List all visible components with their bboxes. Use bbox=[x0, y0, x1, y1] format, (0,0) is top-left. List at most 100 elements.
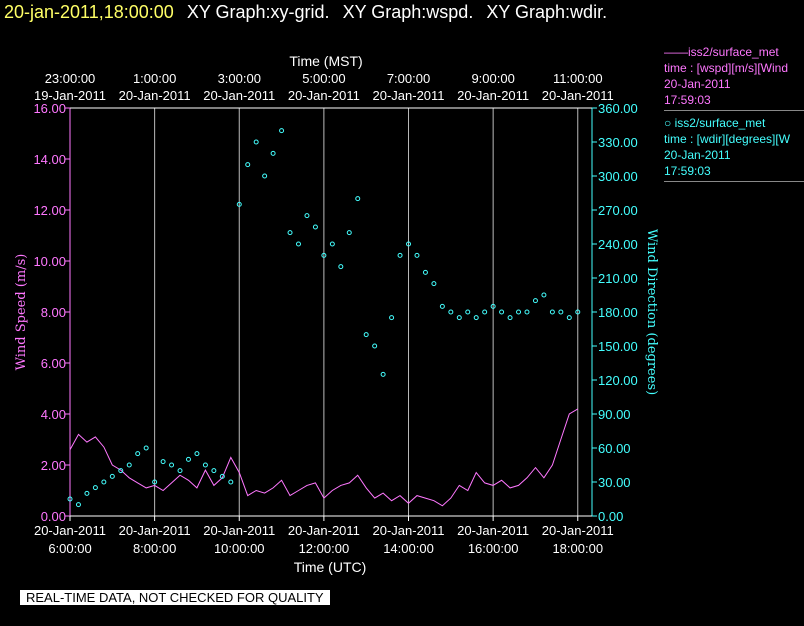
series-wdir-point bbox=[575, 309, 581, 315]
bottom-tick-date: 20-Jan-2011 bbox=[203, 523, 275, 538]
bottom-tick-date: 20-Jan-2011 bbox=[542, 523, 614, 538]
legend-line-marker: —— bbox=[664, 45, 688, 59]
series-wdir-point bbox=[169, 462, 175, 468]
top-axis-title: Time (MST) bbox=[289, 53, 362, 69]
top-tick-date: 20-Jan-2011 bbox=[119, 88, 191, 103]
right-tick-label: 90.00 bbox=[598, 407, 631, 422]
right-tick-label: 270.00 bbox=[598, 203, 638, 218]
series-wdir-point bbox=[219, 473, 225, 479]
series-wdir-point bbox=[84, 490, 90, 496]
top-tick-date: 19-Jan-2011 bbox=[34, 88, 106, 103]
bottom-tick-date: 20-Jan-2011 bbox=[372, 523, 444, 538]
series-wdir-point bbox=[211, 468, 217, 474]
series-wdir-point bbox=[549, 309, 555, 315]
right-tick-label: 60.00 bbox=[598, 441, 631, 456]
top-tick-time: 7:00:00 bbox=[387, 71, 430, 86]
legend-title: iss2/surface_met bbox=[674, 116, 766, 130]
series-wdir-point bbox=[245, 162, 251, 168]
series-wdir-point bbox=[262, 173, 268, 179]
series-wdir-point bbox=[312, 224, 318, 230]
top-tick-time: 23:00:00 bbox=[45, 71, 96, 86]
series-wdir-point bbox=[75, 502, 81, 508]
series-wdir-point bbox=[482, 309, 488, 315]
series-wdir-point bbox=[338, 264, 344, 270]
legend-title: iss2/surface_met bbox=[688, 45, 779, 59]
series-wdir-point bbox=[287, 230, 293, 236]
bottom-tick-time: 14:00:00 bbox=[383, 541, 434, 556]
series-wdir-point bbox=[126, 462, 132, 468]
series-wdir-point bbox=[372, 343, 378, 349]
series-wdir-point bbox=[516, 309, 522, 315]
left-tick-label: 8.00 bbox=[41, 305, 66, 320]
top-tick-date: 20-Jan-2011 bbox=[457, 88, 529, 103]
quality-disclaimer: REAL-TIME DATA, NOT CHECKED FOR QUALITY bbox=[20, 590, 330, 605]
top-tick-date: 20-Jan-2011 bbox=[288, 88, 360, 103]
series-wdir-point bbox=[118, 468, 124, 474]
series-wdir-point bbox=[143, 445, 149, 451]
series-wdir-point bbox=[67, 496, 73, 502]
top-tick-time: 3:00:00 bbox=[218, 71, 261, 86]
left-axis-title: Wind Speed (m/s) bbox=[14, 254, 29, 371]
series-wdir-point bbox=[202, 462, 208, 468]
bottom-tick-date: 20-Jan-2011 bbox=[288, 523, 360, 538]
series-wdir-point bbox=[422, 269, 428, 275]
graph-name-wdir: XY Graph:wdir. bbox=[486, 2, 608, 22]
legend-entry-wspd: ——iss2/surface_met time : [wspd][m/s][Wi… bbox=[664, 44, 804, 111]
bottom-tick-time: 12:00:00 bbox=[299, 541, 350, 556]
bottom-tick-time: 16:00:00 bbox=[468, 541, 519, 556]
series-wdir-point bbox=[228, 479, 234, 485]
series-wdir-point bbox=[152, 479, 158, 485]
bottom-axis-title: Time (UTC) bbox=[294, 559, 367, 575]
right-axis-title: Wind Direction (degrees) bbox=[644, 229, 659, 395]
left-tick-label: 6.00 bbox=[41, 356, 66, 371]
bottom-tick-time: 18:00:00 bbox=[552, 541, 603, 556]
series-wdir-point bbox=[346, 230, 352, 236]
series-wdir-point bbox=[101, 479, 107, 485]
top-tick-time: 1:00:00 bbox=[133, 71, 176, 86]
left-tick-label: 0.00 bbox=[41, 509, 66, 524]
series-wdir-point bbox=[499, 309, 505, 315]
series-wspd-line bbox=[69, 408, 579, 507]
bottom-tick-time: 8:00:00 bbox=[133, 541, 176, 556]
series-wdir-point bbox=[397, 252, 403, 258]
series-wdir-point bbox=[355, 196, 361, 202]
series-wdir-point bbox=[541, 292, 547, 298]
right-tick-label: 330.00 bbox=[598, 135, 638, 150]
right-tick-label: 300.00 bbox=[598, 169, 638, 184]
series-wdir-point bbox=[160, 459, 166, 465]
series-wdir-point bbox=[490, 303, 496, 309]
series-wdir-point bbox=[431, 281, 437, 287]
series-wdir-point bbox=[236, 201, 242, 207]
series-wdir-point bbox=[473, 315, 479, 321]
series-wdir-point bbox=[558, 309, 564, 315]
series-wdir-point bbox=[532, 298, 538, 304]
series-wdir-point bbox=[406, 241, 412, 247]
graph-name-xy-grid: XY Graph:xy-grid. bbox=[186, 2, 330, 22]
right-tick-label: 360.00 bbox=[598, 101, 638, 116]
series-wdir-point bbox=[380, 371, 386, 377]
legend-desc: time : [wspd][m/s][Wind bbox=[664, 61, 789, 75]
right-tick-label: 240.00 bbox=[598, 237, 638, 252]
series-wdir-point bbox=[92, 485, 98, 491]
bottom-tick-date: 20-Jan-2011 bbox=[34, 523, 106, 538]
left-tick-label: 16.00 bbox=[33, 101, 66, 116]
series-wdir-point bbox=[507, 315, 513, 321]
bottom-tick-time: 6:00:00 bbox=[48, 541, 91, 556]
series-wdir-point bbox=[524, 309, 530, 315]
series-wdir-point bbox=[465, 309, 471, 315]
chart-header: 20-jan-2011,18:00:00 XY Graph:xy-grid. X… bbox=[4, 0, 607, 26]
series-wdir-point bbox=[389, 315, 395, 321]
series-wdir-point bbox=[279, 128, 285, 134]
series-wdir-point bbox=[109, 473, 115, 479]
bottom-tick-date: 20-Jan-2011 bbox=[457, 523, 529, 538]
left-tick-label: 14.00 bbox=[33, 152, 66, 167]
series-wdir-point bbox=[321, 252, 327, 258]
series-wdir-point bbox=[414, 252, 420, 258]
legend-date: 20-Jan-2011 bbox=[664, 77, 731, 91]
bottom-tick-time: 10:00:00 bbox=[214, 541, 265, 556]
legend: ——iss2/surface_met time : [wspd][m/s][Wi… bbox=[664, 44, 804, 186]
left-tick-label: 4.00 bbox=[41, 407, 66, 422]
left-tick-label: 2.00 bbox=[41, 458, 66, 473]
top-tick-date: 20-Jan-2011 bbox=[203, 88, 275, 103]
